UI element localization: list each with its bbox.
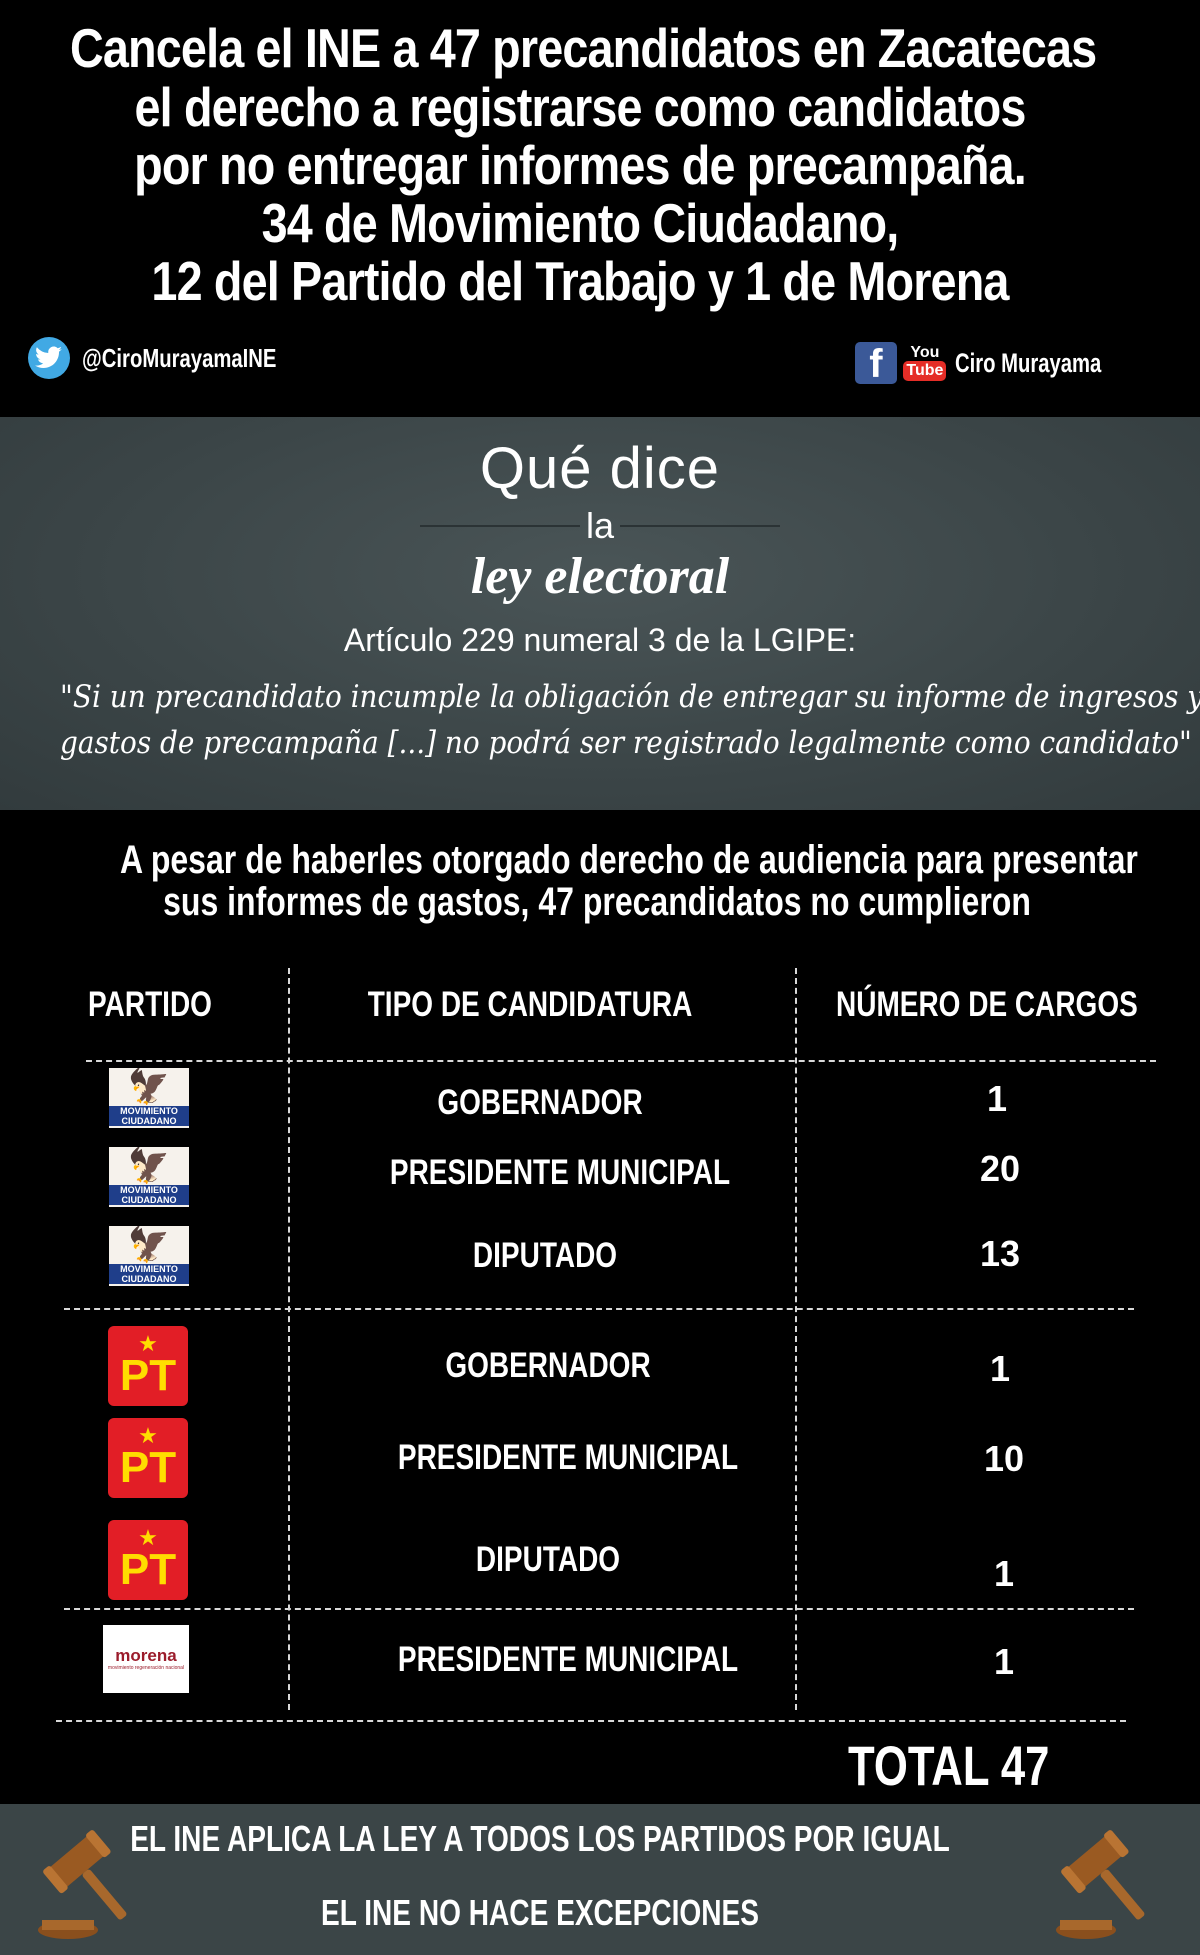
notice-line: A pesar de haberles otorgado derecho de … <box>120 838 1138 882</box>
party-logo-text: PT <box>119 1545 177 1594</box>
twitter-link[interactable]: @CiroMurayamaINE <box>28 337 331 379</box>
party-logo-movimiento-ciudadano: 🦅 MOVIMIENTO CIUDADANO <box>109 1147 189 1207</box>
party-logo-pt: ★ PT <box>108 1326 188 1406</box>
party-logo-text: PT <box>119 1443 177 1492</box>
position-count: 13 <box>979 1233 1021 1274</box>
divider <box>420 525 580 527</box>
headline-line: Cancela el INE a 47 precandidatos en Zac… <box>70 17 1097 79</box>
star-icon: ★ <box>138 1423 158 1448</box>
facebook-icon[interactable]: f <box>854 342 897 384</box>
party-logo-movimiento-ciudadano: 🦅 MOVIMIENTO CIUDADANO <box>109 1068 189 1128</box>
gavel-icon <box>38 1830 127 1939</box>
position-count: 1 <box>993 1641 1015 1682</box>
headline-line: por no entregar informes de precampaña. <box>134 134 1027 196</box>
candidacy-type: PRESIDENTE MUNICIPAL <box>397 1438 739 1477</box>
facebook-glyph: f <box>869 342 883 384</box>
party-logo-subtext: movimiento regeneración nacional <box>107 1665 185 1671</box>
party-logo-movimiento-ciudadano: 🦅 MOVIMIENTO CIUDADANO <box>109 1226 189 1286</box>
channel-name[interactable]: Ciro Murayama <box>954 347 1102 378</box>
law-connector: la <box>585 505 615 546</box>
twitter-handle: @CiroMurayamaINE <box>82 342 277 373</box>
candidacy-type: DIPUTADO <box>472 1236 618 1275</box>
party-logo-pt: ★ PT <box>108 1520 188 1600</box>
footer-line: EL INE NO HACE EXCEPCIONES <box>321 1892 759 1933</box>
notice-line: sus informes de gastos, 47 precandidatos… <box>163 880 1031 924</box>
star-icon: ★ <box>138 1331 158 1356</box>
law-quote-line: "Si un precandidato incumple la obligaci… <box>60 679 1200 715</box>
position-count: 1 <box>993 1553 1015 1594</box>
party-logo-text: MOVIMIENTO CIUDADANO <box>109 1264 189 1284</box>
row-divider <box>64 1608 1134 1610</box>
party-logo-text: MOVIMIENTO CIUDADANO <box>109 1185 189 1205</box>
party-logo-text: MOVIMIENTO CIUDADANO <box>109 1106 189 1126</box>
star-icon: ★ <box>138 1525 158 1550</box>
youtube-icon[interactable]: You Tube <box>903 345 947 381</box>
headline-line: el derecho a registrarse como candidatos <box>134 76 1027 138</box>
candidacy-type: PRESIDENTE MUNICIPAL <box>397 1640 739 1679</box>
candidacy-type: GOBERNADOR <box>437 1083 643 1122</box>
column-header-type: TIPO DE CANDIDATURA <box>367 985 693 1024</box>
column-header-count: NÚMERO DE CARGOS <box>836 985 1138 1024</box>
column-divider <box>288 968 290 1710</box>
party-logo-morena: morena movimiento regeneración nacional <box>103 1625 189 1693</box>
party-logo-text: morena <box>115 1646 177 1665</box>
eagle-icon: 🦅 <box>127 1068 171 1106</box>
position-count: 20 <box>979 1148 1021 1189</box>
law-panel: Qué dice la ley electoral Artículo 229 n… <box>0 417 1200 810</box>
gavel-icon <box>1056 1830 1145 1939</box>
youtube-tube-text: Tube <box>903 361 947 381</box>
law-article: Artículo 229 numeral 3 de la LGIPE: <box>343 622 857 658</box>
headline-line: 34 de Movimiento Ciudadano, <box>261 192 900 254</box>
divider <box>620 525 780 527</box>
candidacy-type: PRESIDENTE MUNICIPAL <box>389 1153 731 1192</box>
total-count: TOTAL 47 <box>848 1734 1050 1797</box>
social-links: f You Tube Ciro Murayama <box>854 340 1150 386</box>
position-count: 1 <box>989 1348 1011 1389</box>
headline-line: 12 del Partido del Trabajo y 1 de Morena <box>151 250 1009 312</box>
law-title: Qué dice <box>479 436 721 501</box>
row-divider <box>86 1060 1156 1062</box>
candidacy-type: GOBERNADOR <box>445 1346 651 1385</box>
position-count: 1 <box>986 1078 1008 1119</box>
law-quote-line: gastos de precampaña [...] no podrá ser … <box>60 725 1192 761</box>
header: Cancela el INE a 47 precandidatos en Zac… <box>0 0 1200 417</box>
party-logo-text: PT <box>119 1351 177 1400</box>
eagle-icon: 🦅 <box>127 1226 171 1264</box>
row-divider <box>64 1308 1134 1310</box>
row-divider <box>56 1720 1126 1722</box>
law-subtitle: ley electoral <box>470 548 730 605</box>
column-divider <box>795 968 797 1710</box>
twitter-bird-icon <box>28 337 70 379</box>
footer: EL INE APLICA LA LEY A TODOS LOS PARTIDO… <box>0 1804 1200 1955</box>
candidacy-type: DIPUTADO <box>475 1540 621 1579</box>
footer-line: EL INE APLICA LA LEY A TODOS LOS PARTIDO… <box>130 1818 950 1859</box>
youtube-you-text: You <box>910 344 940 361</box>
eagle-icon: 🦅 <box>127 1147 171 1185</box>
column-header-party: PARTIDO <box>88 985 212 1024</box>
position-count: 10 <box>983 1438 1025 1479</box>
party-logo-pt: ★ PT <box>108 1418 188 1498</box>
